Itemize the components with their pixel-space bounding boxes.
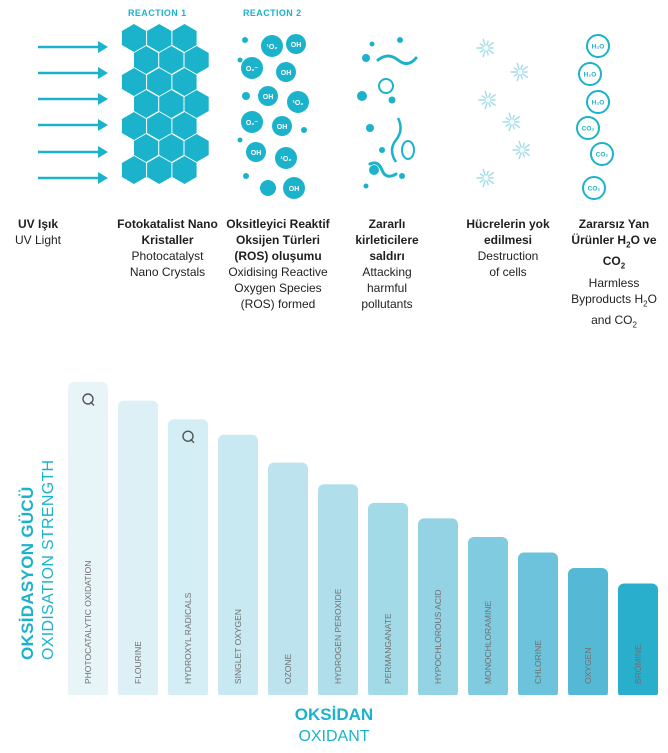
x-axis-label-en: OXIDANT <box>298 728 370 745</box>
bar-label: FLOURINE <box>133 641 143 684</box>
bar-bromine <box>618 583 658 695</box>
stage-ros-formed-tr: Oksitleyici Reaktif Oksijen Türleri (ROS… <box>226 217 330 263</box>
stage-ros-formed-en: Oxidising Reactive Oxygen Species (ROS) … <box>228 265 328 311</box>
bar-label: HYPOCHLOROUS ACID <box>433 590 443 684</box>
destroyed-cells-icon <box>476 38 530 188</box>
svg-text:CO₂: CO₂ <box>582 126 595 133</box>
process-illustration: ¹O₂ OH O₂⁻ OH OH ¹O₂ O₂⁻ OH OH ¹O₂ OH H₂O H₂O H₂O CO₂… <box>38 24 614 200</box>
stage-nano-crystals: Fotokatalist Nano Kristaller Photocataly… <box>105 216 230 280</box>
svg-text:CO₂: CO₂ <box>596 152 609 159</box>
stage-uv-light-tr: UV Işık <box>17 217 59 231</box>
svg-text:H₂O: H₂O <box>592 44 605 51</box>
svg-text:H₂O: H₂O <box>584 72 597 79</box>
x-axis-label-tr: OKSİDAN <box>294 705 374 724</box>
svg-text:OH: OH <box>289 186 300 193</box>
bar-label: OZONE <box>283 653 293 684</box>
svg-text:O₂⁻: O₂⁻ <box>246 120 259 127</box>
stage-destruction-of-cells: Hücrelerin yok edilmesi Destruction of c… <box>448 216 568 280</box>
stage-uv-light-en: UV Light <box>14 233 62 247</box>
bar-flourine <box>118 400 158 695</box>
svg-text:OH: OH <box>291 42 302 49</box>
stage-uv-light: UV Işık UV Light <box>0 216 88 248</box>
uv-arrows-icon <box>38 41 108 184</box>
bar-label: OXYGEN <box>583 648 593 684</box>
stage-nano-crystals-en: Photocatalyst Nano Crystals <box>129 249 206 279</box>
bar-hypochlorous-acid <box>418 518 458 695</box>
svg-text:OH: OH <box>251 150 262 157</box>
bar-label: BROMINE <box>633 644 643 684</box>
reaction-2-label: REACTION 2 <box>243 8 302 18</box>
stage-destruction-of-cells-tr: Hücrelerin yok edilmesi <box>466 217 550 247</box>
stage-harmless-byproducts: Zararsız Yan Ürünler H2O ve CO2 Harmless… <box>560 216 668 334</box>
stage-harmless-byproducts-en: Harmless Byproducts H2O and CO2 <box>571 275 657 330</box>
svg-text:OH: OH <box>277 124 288 131</box>
bar-chlorine <box>518 552 558 695</box>
stage-attacking-pollutants-en: Attacking harmful pollutants <box>361 265 413 311</box>
bar-label: PHOTOCATALYTIC OXIDATION <box>83 561 93 684</box>
q-marker-icon <box>82 393 95 406</box>
pollutant-attack-icon <box>357 37 418 189</box>
reaction-1-label: REACTION 1 <box>128 8 187 18</box>
stage-ros-formed: Oksitleyici Reaktif Oksijen Türleri (ROS… <box>216 216 340 312</box>
bar-label: HYDROXYL RADICALS <box>183 592 193 684</box>
byproduct-bubbles-icon: H₂O H₂O H₂O CO₂ CO₂ CO₂ <box>576 34 614 200</box>
y-axis-label-en: OXIDISATION STRENGTH <box>40 459 57 660</box>
svg-text:¹O₂: ¹O₂ <box>267 44 278 51</box>
stage-attacking-pollutants-tr: Zararlı kirleticilere saldırı <box>355 217 419 263</box>
bar-hydrogen-peroxide <box>318 484 358 695</box>
bar-label: HYDROGEN PEROXIDE <box>333 588 343 684</box>
stage-nano-crystals-tr: Fotokatalist Nano Kristaller <box>117 217 218 247</box>
bar-permanganate <box>368 502 408 695</box>
oxidation-strength-chart: PHOTOCATALYTIC OXIDATION FLOURINE HYDROXYL… <box>68 382 658 695</box>
stage-attacking-pollutants: Zararlı kirleticilere saldırı Attacking … <box>344 216 430 312</box>
bar-label: CHLORINE <box>533 640 543 684</box>
bar-singlet-oxygen <box>218 434 258 695</box>
bar-label: MONOCHLORAMINE <box>483 601 493 684</box>
bar-label: SINGLET OXYGEN <box>233 609 243 684</box>
ros-bubbles-icon: ¹O₂ OH O₂⁻ OH OH ¹O₂ O₂⁻ OH OH ¹O₂ OH <box>237 34 309 199</box>
stage-harmless-byproducts-tr: Zararsız Yan Ürünler H2O ve CO2 <box>571 217 657 271</box>
svg-text:OH: OH <box>263 94 274 101</box>
nano-crystal-hexagons-icon <box>121 24 209 184</box>
bar-hydroxyl-radicals <box>168 419 208 695</box>
svg-text:O₂⁻: O₂⁻ <box>246 66 259 73</box>
bar-oxygen <box>568 568 608 695</box>
bar-monochloramine <box>468 537 508 695</box>
bar-photocatalytic-oxidation <box>68 382 108 695</box>
bar-label: PERMANGANATE <box>383 613 393 684</box>
svg-text:¹O₂: ¹O₂ <box>281 156 292 163</box>
stage-destruction-of-cells-en: Destruction of cells <box>477 249 539 279</box>
svg-text:H₂O: H₂O <box>592 100 605 107</box>
q-marker-icon <box>182 430 195 444</box>
bar-ozone <box>268 462 308 695</box>
svg-text:CO₂: CO₂ <box>588 186 601 193</box>
y-axis-label-tr: OKSİDASYON GÜCÜ <box>18 486 37 660</box>
svg-text:OH: OH <box>281 70 292 77</box>
svg-text:¹O₂: ¹O₂ <box>293 100 304 107</box>
